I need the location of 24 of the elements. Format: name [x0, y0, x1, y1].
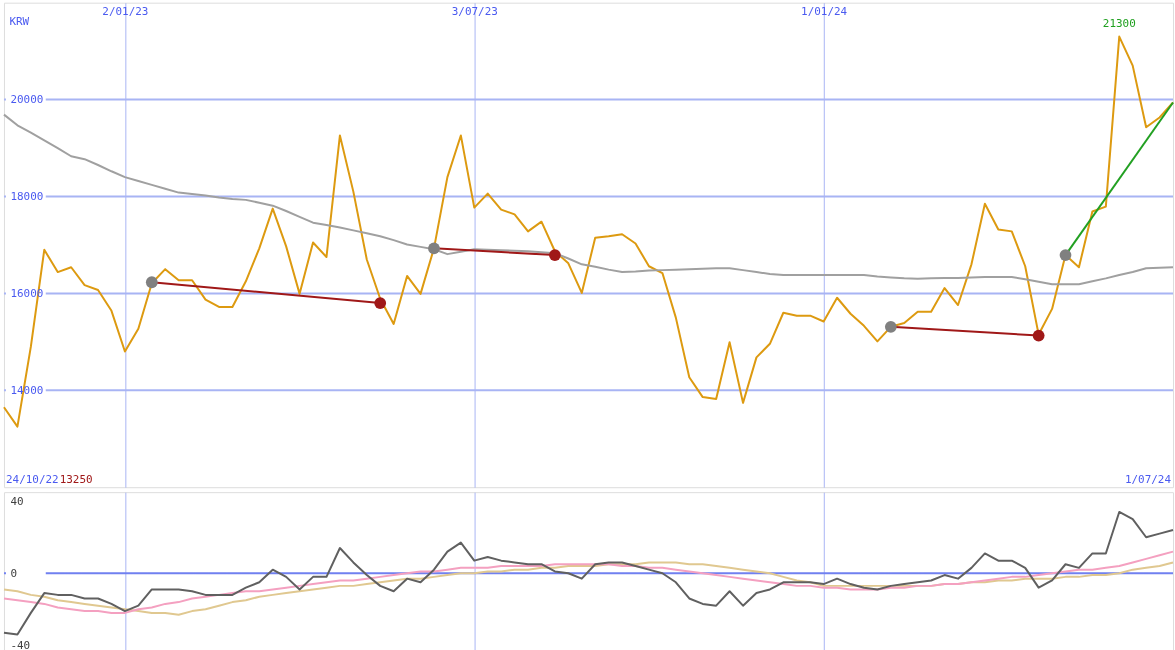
y-tick-label: 18000 [10, 189, 44, 203]
point [884, 320, 897, 333]
y-tick-label: 20000 [10, 93, 44, 107]
annotation: 24/10/22 [5, 473, 59, 487]
line-series [2, 113, 1175, 286]
point [1059, 249, 1072, 261]
y-tick-label: -40 [10, 638, 31, 650]
point [145, 276, 158, 289]
point [428, 242, 440, 255]
y-axis-title: KRW [9, 15, 30, 29]
y-tick-label: 40 [10, 494, 24, 508]
point [1032, 329, 1045, 342]
line-series [2, 550, 1175, 614]
point [549, 249, 561, 261]
x-tick-label: 2/01/23 [102, 5, 149, 19]
line-series [2, 561, 1175, 616]
y-tick-label: 0 [10, 566, 18, 580]
x-tick-label: 1/01/24 [801, 5, 848, 19]
annotation: 13250 [59, 473, 93, 487]
point [374, 297, 387, 309]
x-tick-label: 3/07/23 [451, 5, 498, 19]
line-series [2, 510, 1175, 636]
annotation: 21300 [1102, 16, 1136, 30]
annotation: 1/07/24 [1124, 473, 1172, 487]
